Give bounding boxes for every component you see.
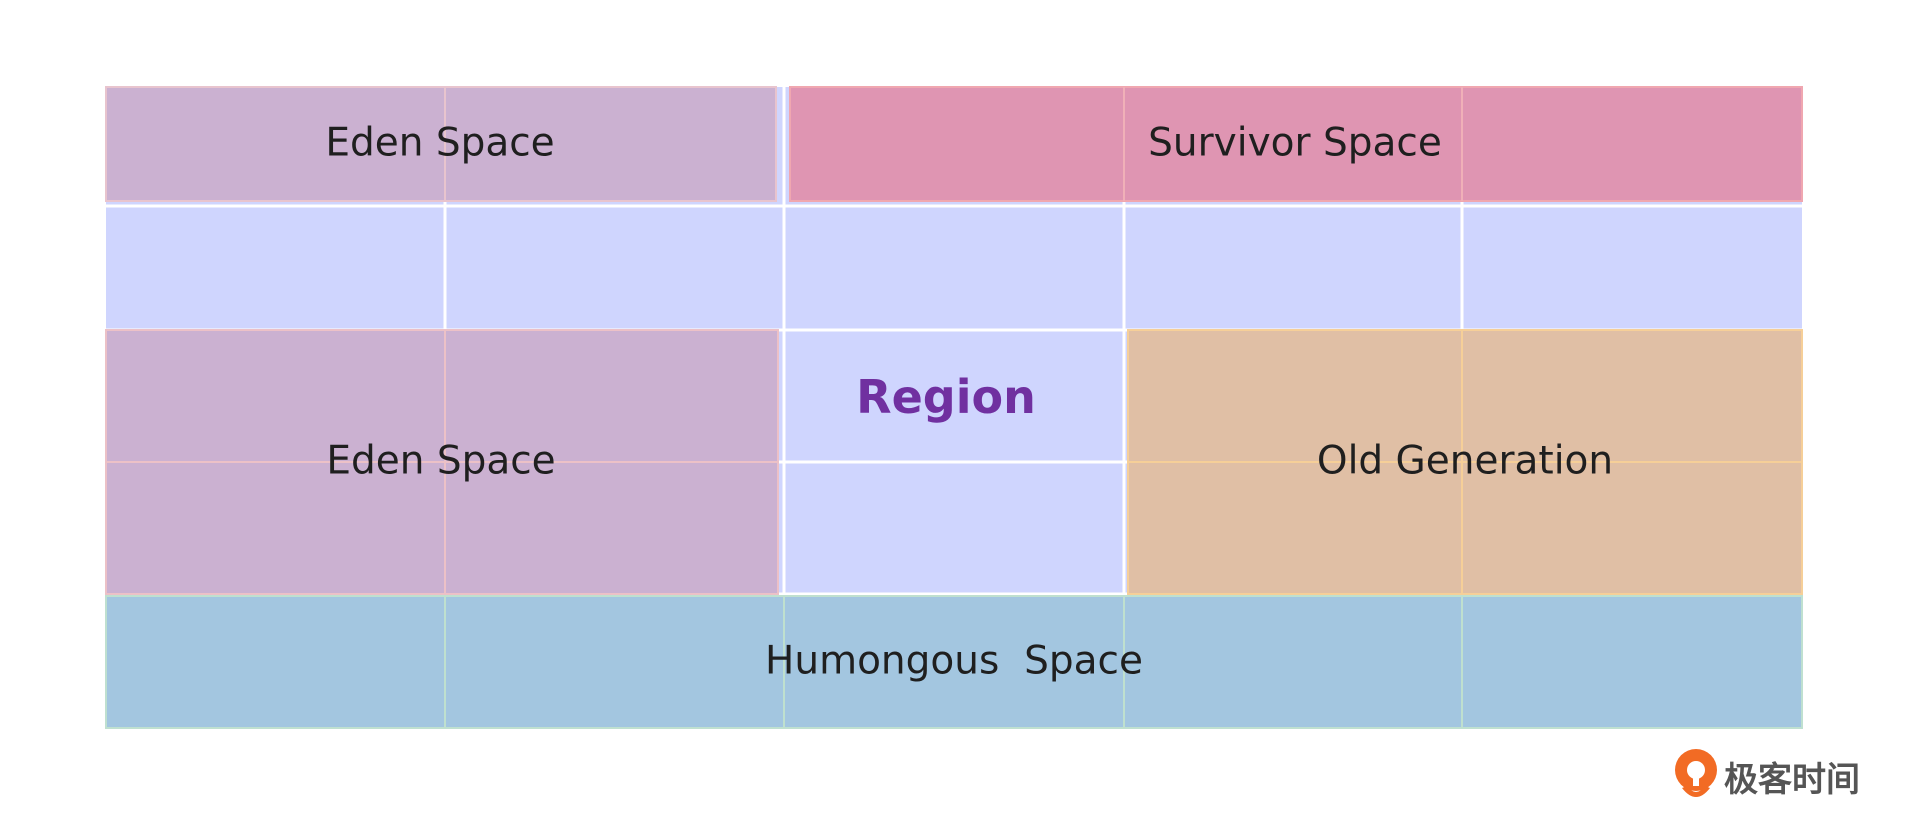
eden-space-top-block (105, 86, 777, 202)
eden-space-middle-block (105, 329, 779, 595)
old-generation-block (1127, 329, 1803, 595)
humongous-space-block (105, 595, 1803, 729)
humongous-space-label: Humongous Space (765, 638, 1143, 684)
brand-text: 极客时间 (1724, 759, 1860, 800)
eden-space-top-label: Eden Space (325, 120, 555, 166)
region-label: Region (856, 370, 1036, 424)
survivor-space-label: Survivor Space (1148, 120, 1442, 166)
brand-watermark: 极客时间 (1672, 748, 1860, 804)
survivor-space-block (789, 86, 1803, 202)
eden-space-middle-label: Eden Space (326, 438, 556, 484)
geektime-logo-icon (1675, 749, 1717, 797)
old-generation-label: Old Generation (1316, 438, 1614, 484)
